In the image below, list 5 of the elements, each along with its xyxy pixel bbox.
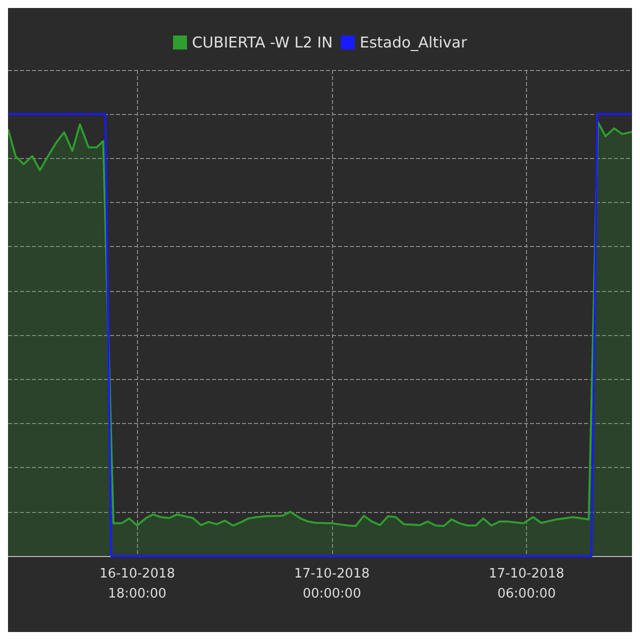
x-tick-label: 17-10-2018 06:00:00 xyxy=(488,566,564,602)
x-tick-label: 16-10-2018 18:00:00 xyxy=(99,566,176,602)
x-tick-label: 17-10-2018 00:00:00 xyxy=(294,566,370,602)
legend-label: CUBIERTA -W L2 IN xyxy=(192,34,333,52)
legend-label: Estado_Altivar xyxy=(360,34,468,52)
